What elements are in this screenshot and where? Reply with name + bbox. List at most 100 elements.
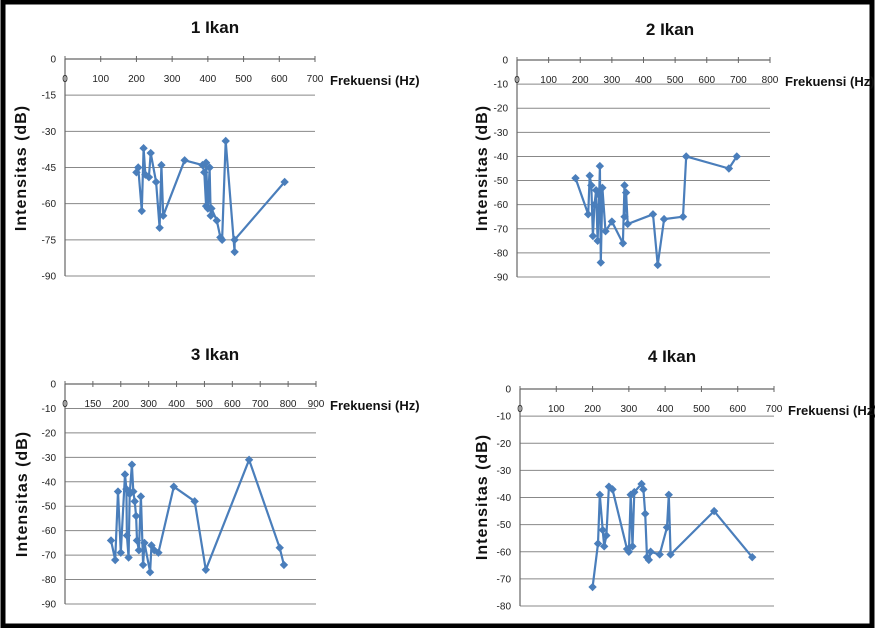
data-point (180, 156, 189, 165)
data-point (732, 152, 741, 161)
chart-panel-4: 0 -10 -20 -30 -40 -50 -60 -70 -80 0 100 200 300 400 50… (474, 347, 875, 613)
data-point (206, 211, 215, 220)
data-point (132, 536, 142, 545)
x-axis-label: Frekuensi (Hz) (785, 74, 875, 89)
data-point (598, 525, 607, 535)
data-point (230, 235, 239, 245)
y-axis-label: Intensitas (dB) (14, 431, 31, 557)
y-tick-label: 0 (50, 55, 56, 66)
data-point (157, 160, 166, 170)
series-line (109, 458, 285, 574)
data-point (131, 511, 141, 521)
data-point (145, 568, 155, 577)
x-tick-label: 500 (196, 399, 213, 410)
data-point (655, 550, 664, 559)
y-tick-label: -70 (42, 551, 57, 562)
data-point (598, 183, 607, 192)
y-tick-label: -50 (42, 502, 57, 513)
y-tick-label: -60 (42, 199, 57, 210)
y-tick-label: -80 (494, 248, 509, 259)
x-tick-label: 500 (693, 404, 710, 415)
y-tick-label: -90 (42, 600, 57, 611)
data-point (620, 212, 629, 221)
x-tick-label: 100 (548, 404, 565, 415)
y-tick-label: 0 (502, 56, 508, 67)
x-tick-label: 150 (85, 399, 102, 410)
x-tick-label: 700 (252, 399, 269, 410)
data-point (590, 200, 599, 209)
data-point (207, 204, 216, 213)
y-tick-label: -10 (497, 412, 512, 423)
data-point (150, 546, 159, 555)
data-point (662, 523, 672, 532)
data-point (640, 509, 650, 518)
x-tick-label: 300 (621, 404, 638, 415)
data-point (134, 163, 143, 172)
x-tick-label: 200 (584, 404, 601, 415)
data-point (144, 172, 154, 182)
data-point (275, 543, 284, 552)
data-point (106, 536, 116, 545)
data-point (724, 164, 734, 173)
y-tick-label: -40 (494, 152, 509, 163)
y-tick-label: -15 (42, 91, 57, 102)
y-tick-label: -30 (494, 128, 509, 139)
y-tick-label: -20 (494, 104, 509, 115)
data-point (116, 548, 125, 557)
data-point (212, 216, 221, 225)
data-point (139, 144, 148, 153)
y-tick-label: -30 (42, 127, 57, 138)
data-point (595, 190, 604, 200)
series-line (574, 155, 738, 266)
data-point (628, 542, 637, 551)
x-tick-label: 200 (112, 399, 129, 410)
data-point (134, 546, 144, 555)
data-point (571, 173, 580, 183)
data-point (279, 560, 289, 570)
x-tick-label: 800 (280, 399, 297, 410)
y-tick-label: -50 (494, 176, 509, 187)
data-point (595, 161, 605, 171)
y-tick-label: -80 (497, 602, 512, 613)
data-point (280, 177, 289, 187)
x-tick-label: 900 (308, 399, 325, 410)
y-tick-label: -30 (497, 466, 512, 477)
x-axis-label: Frekuensi (Hz) (330, 73, 420, 88)
data-point (630, 487, 639, 497)
x-tick-label: 0 (514, 75, 520, 86)
data-point (120, 470, 130, 479)
chart-panel-2: 0 -10 -20 -30 -40 -50 -60 -70 -80 -90 0 100 200 300 40… (474, 20, 875, 284)
x-tick-label: 700 (307, 74, 324, 85)
data-point (666, 550, 675, 559)
data-point (678, 212, 688, 221)
chart-title: 3 Ikan (191, 345, 239, 364)
data-point (709, 506, 719, 516)
data-point (595, 490, 605, 499)
y-tick-label: -45 (42, 163, 57, 174)
x-tick-label: 0 (517, 404, 523, 415)
x-tick-label: 400 (200, 74, 217, 85)
data-point (113, 487, 123, 496)
x-tick-label: 300 (604, 75, 621, 86)
y-tick-label: -60 (497, 547, 512, 558)
data-point (129, 487, 138, 496)
data-point (147, 541, 156, 550)
data-point (201, 565, 211, 574)
x-tick-label: 400 (657, 404, 674, 415)
chart-panel-3: 0 -10 -20 -30 -40 -50 -60 -70 -80 -90 0 150 200 300 40… (14, 345, 420, 611)
y-axis-label: Intensitas (dB) (13, 105, 30, 231)
x-tick-label: 600 (224, 399, 241, 410)
y-tick-label: -90 (494, 273, 509, 284)
data-point (623, 219, 632, 229)
data-point (190, 497, 199, 506)
data-point (596, 258, 606, 267)
data-point (593, 236, 602, 246)
data-point (664, 490, 673, 499)
data-point (154, 548, 163, 557)
y-tick-label: -90 (42, 272, 57, 283)
y-tick-label: -20 (497, 439, 512, 450)
data-point (124, 553, 133, 562)
x-tick-label: 200 (572, 75, 589, 86)
